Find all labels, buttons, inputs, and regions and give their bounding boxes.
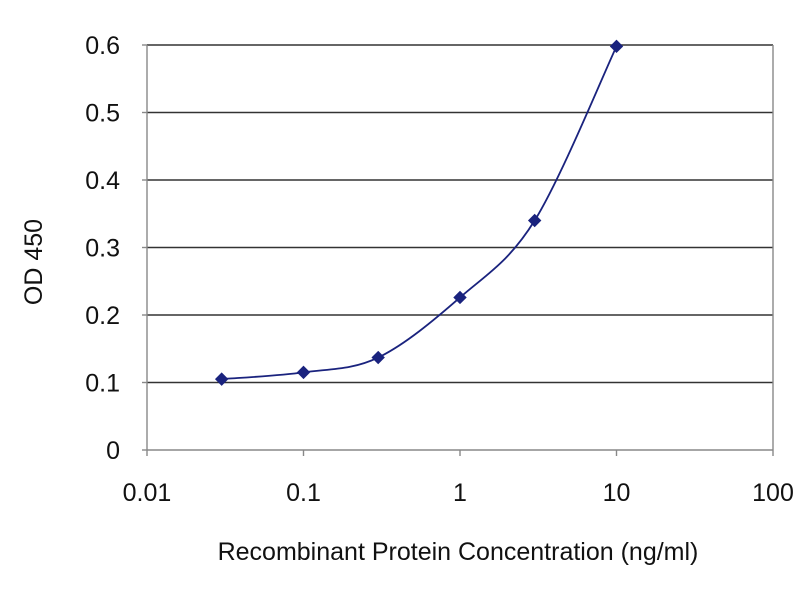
series-line-0: [221, 45, 618, 381]
grid-layer: [147, 44, 773, 384]
data-point-2: [371, 350, 385, 365]
y-axis-title: OD 450: [20, 219, 48, 305]
x-tick-label-1: 0.1: [286, 479, 321, 507]
y-tick-label-4: 0.4: [85, 167, 120, 195]
point-layer: [214, 39, 624, 386]
y-tick-label-2: 0.2: [85, 302, 120, 330]
y-tick-label-1: 0.1: [85, 370, 120, 398]
y-tick-label-6: 0.6: [85, 32, 120, 60]
y-tick-label-5: 0.5: [85, 100, 120, 128]
x-tick-label-3: 10: [603, 479, 631, 507]
data-point-1: [296, 365, 311, 380]
data-point-5: [609, 39, 624, 54]
x-tick-label-0: 0.01: [123, 479, 172, 507]
x-axis-title: Recombinant Protein Concentration (ng/ml…: [218, 538, 699, 566]
label-layer: 0 0.1 0.2 0.3 0.4 0.5 0.6 0.01 0.1 1 10 100: [85, 32, 794, 507]
x-tick-label-4: 100: [752, 479, 794, 507]
data-point-4: [527, 213, 542, 228]
data-point-0: [214, 372, 229, 386]
x-tick-label-2: 1: [453, 479, 467, 507]
y-tick-label-3: 0.3: [85, 235, 120, 263]
data-point-3: [453, 290, 467, 305]
axis-layer: [142, 44, 774, 456]
series-layer: [221, 45, 618, 381]
y-tick-label-0: 0: [106, 437, 120, 465]
